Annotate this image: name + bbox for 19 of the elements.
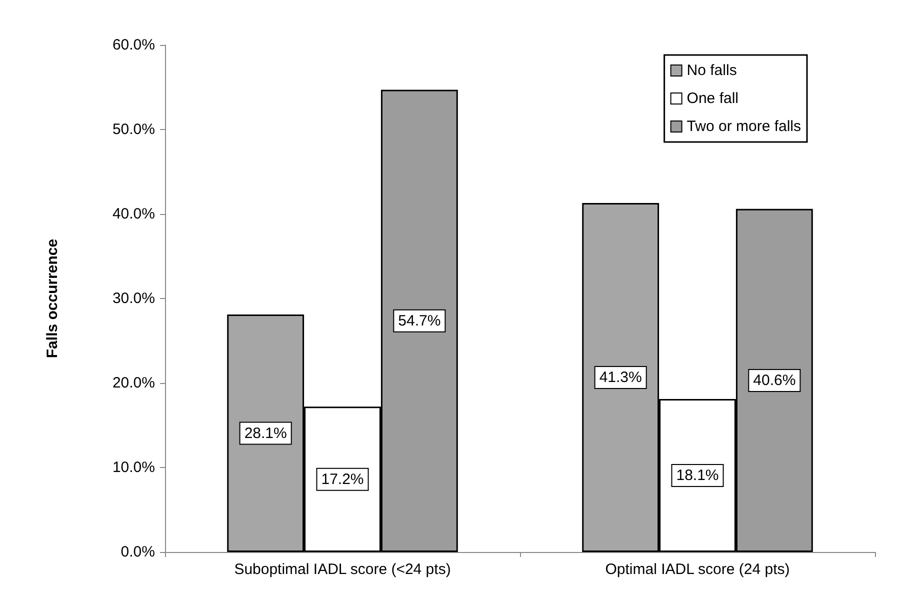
x-tick-label: Optimal IADL score (24 pts) (605, 561, 790, 578)
data-label: 18.1% (676, 467, 719, 484)
y-tick-label: 0.0% (120, 544, 155, 560)
x-tick-label: Suboptimal IADL score (<24 pts) (234, 561, 451, 578)
y-tick-label: 40.0% (112, 206, 155, 222)
data-label: 54.7% (398, 312, 441, 330)
y-tick-label: 50.0% (112, 121, 155, 138)
legend-label: One fall (686, 90, 739, 107)
y-tick-label: 10.0% (112, 459, 155, 476)
y-tick-label: 30.0% (112, 290, 155, 307)
legend-label: No falls (686, 62, 737, 79)
data-label: 17.2% (321, 470, 364, 488)
data-label: 28.1% (244, 424, 287, 442)
data-label: 40.6% (753, 372, 796, 389)
legend-label: Two or more falls (686, 118, 802, 135)
y-tick-label: 20.0% (112, 374, 155, 392)
y-axis-title: Falls occurrence (44, 238, 61, 358)
data-label: 41.3% (599, 369, 642, 386)
y-tick-label: 60.0% (112, 36, 155, 54)
